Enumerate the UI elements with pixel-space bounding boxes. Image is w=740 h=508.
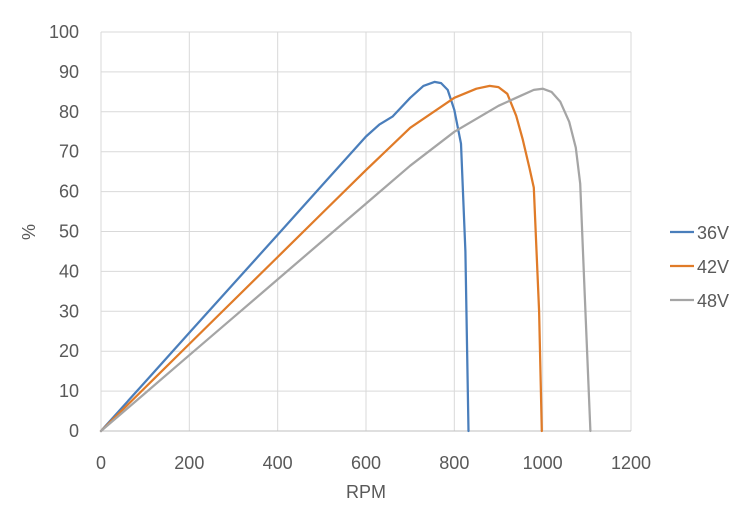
y-tick-label: 40	[59, 261, 79, 281]
x-tick-label: 400	[263, 453, 293, 473]
y-tick-label: 20	[59, 341, 79, 361]
series-lines	[99, 80, 592, 433]
legend-label: 48V	[697, 291, 729, 311]
y-tick-label: 90	[59, 62, 79, 82]
series-line-36v	[99, 80, 470, 433]
series-line-48v	[99, 87, 592, 433]
y-tick-label: 50	[59, 222, 79, 242]
x-tick-label: 600	[351, 453, 381, 473]
x-tick-label: 1000	[523, 453, 563, 473]
x-tick-label: 800	[439, 453, 469, 473]
x-tick-label: 1200	[611, 453, 651, 473]
y-tick-label: 0	[69, 421, 79, 441]
x-tick-label: 0	[96, 453, 106, 473]
x-axis-title: RPM	[346, 482, 386, 502]
legend: 36V 42V 48V	[670, 223, 729, 311]
y-axis-title: %	[19, 224, 39, 240]
x-tick-label: 200	[174, 453, 204, 473]
y-tick-label: 80	[59, 102, 79, 122]
series-line-42v	[99, 84, 543, 433]
y-tick-label: 10	[59, 381, 79, 401]
legend-label: 42V	[697, 257, 729, 277]
y-tick-label: 70	[59, 142, 79, 162]
y-tick-label: 60	[59, 182, 79, 202]
legend-label: 36V	[697, 223, 729, 243]
y-tick-label: 100	[49, 22, 79, 42]
y-tick-label: 30	[59, 301, 79, 321]
